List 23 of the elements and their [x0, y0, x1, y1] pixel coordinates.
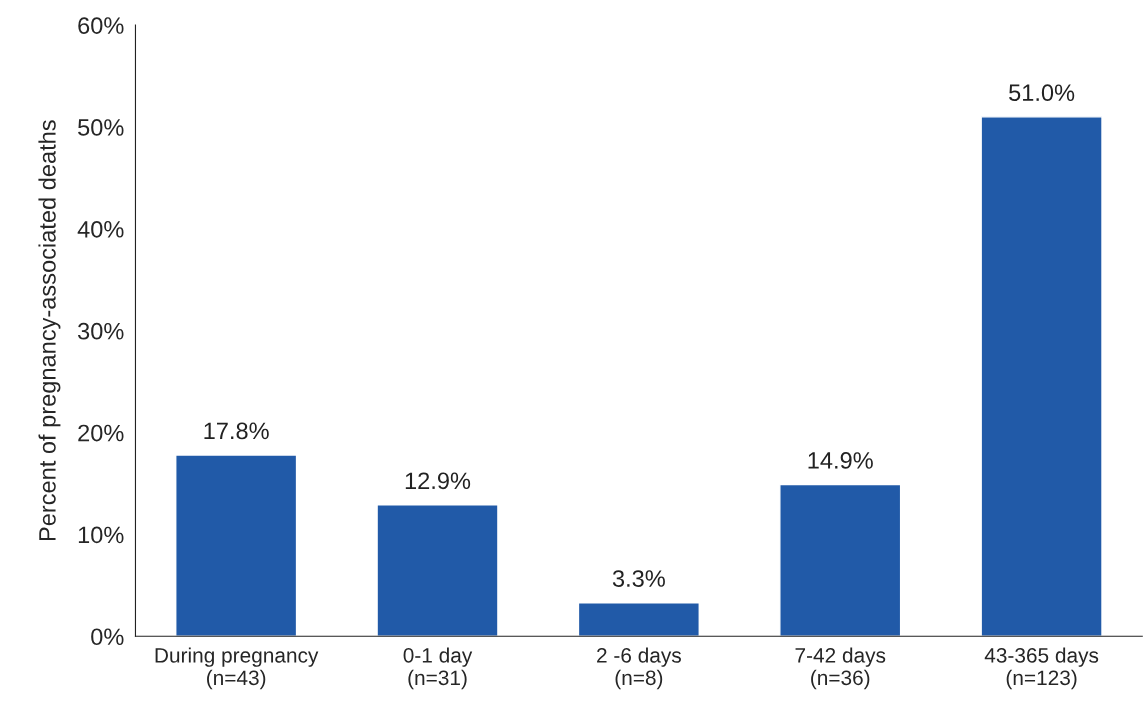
- bar: [779, 483, 902, 637]
- x-tick-label: 43-365 days (n=123): [984, 647, 1099, 690]
- data-label: 3.3%: [612, 570, 665, 587]
- y-tick-label: 10%: [78, 526, 124, 544]
- data-label: 51.0%: [1009, 84, 1075, 102]
- bar: [577, 602, 700, 637]
- data-label: 17.8%: [204, 422, 269, 440]
- data-label: 12.9%: [405, 472, 471, 490]
- bar: [980, 116, 1103, 637]
- y-tick-label: 30%: [78, 322, 124, 340]
- y-tick-label: 60%: [78, 17, 124, 34]
- bar: [376, 504, 499, 637]
- data-label: 14.9%: [808, 452, 873, 469]
- y-tick-label: 40%: [77, 220, 124, 238]
- y-axis-title: Percent of pregnancy-associated deaths: [38, 120, 61, 541]
- x-tick-label: During pregnancy (n=43): [155, 647, 319, 690]
- y-tick-label: 20%: [78, 424, 124, 442]
- x-tick-label: 0-1 day (n=31): [403, 647, 473, 690]
- y-tick-label: 0%: [91, 628, 124, 646]
- x-tick-label: 2 -6 days (n=8): [597, 647, 681, 690]
- bar: [175, 454, 298, 637]
- x-tick-label: 7-42 days (n=36): [795, 647, 886, 690]
- y-tick-label: 50%: [78, 119, 124, 136]
